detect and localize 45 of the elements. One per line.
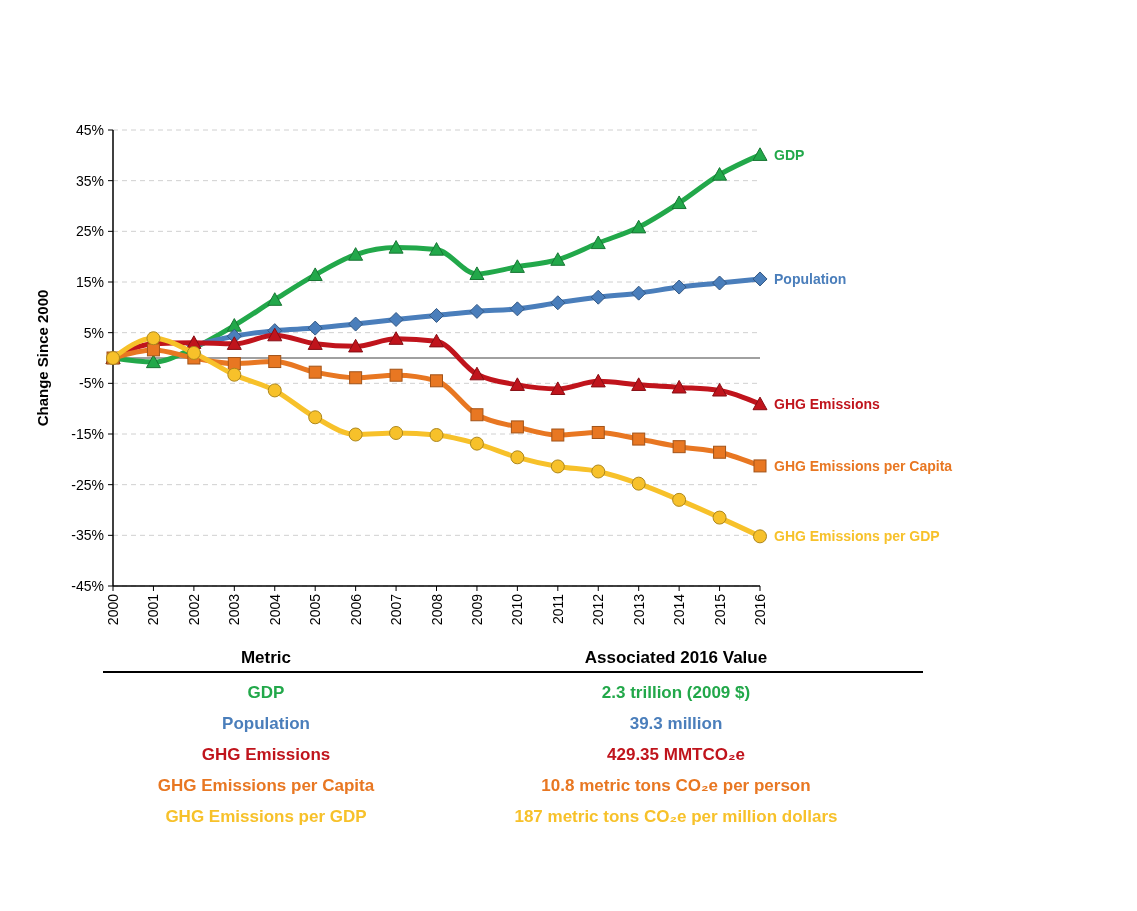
series-label: Population	[774, 270, 847, 287]
y-tick-label: 5%	[83, 324, 104, 341]
x-tick-label: 2002	[185, 593, 202, 626]
x-tick-label: 2007	[388, 593, 405, 626]
x-tick-label: 2014	[671, 593, 688, 626]
text: Associated 2016 Value	[584, 648, 768, 667]
text: 10.8 metric tons CO₂e per person	[541, 776, 811, 795]
y-tick-label: 15%	[75, 274, 104, 290]
x-tick-label: 2003	[226, 593, 243, 626]
y-tick-label: -5%	[79, 375, 104, 392]
x-tick-label: 2008	[428, 593, 445, 626]
y-tick-label: -25%	[71, 476, 104, 493]
text: GHG Emissions per GDP	[165, 807, 367, 826]
y-axis-title: Change Since 2000	[34, 289, 51, 427]
x-tick-label: 2013	[630, 593, 647, 626]
text: 429.35 MMTCO₂e	[607, 745, 745, 764]
x-tick-label: 2000	[105, 593, 121, 626]
x-tick-label: 2005	[307, 593, 324, 626]
y-tick-label: 45%	[75, 122, 104, 138]
text: 2.3 trillion (2009 $)	[601, 683, 751, 702]
x-tick-label: 2006	[347, 593, 364, 626]
text: GHG Emissions	[201, 745, 331, 764]
series-label: GHG Emissions	[774, 396, 881, 413]
x-tick-label: 2004	[266, 593, 283, 626]
text: 39.3 million	[629, 714, 723, 733]
y-tick-label: -35%	[71, 527, 104, 544]
y-tick-label: -15%	[71, 426, 104, 442]
x-tick-label: 2012	[590, 593, 607, 626]
text: GHG Emissions per Capita	[157, 776, 375, 795]
x-tick-label: 2015	[711, 593, 728, 626]
y-tick-label: -45%	[71, 578, 104, 594]
text: Metric	[240, 648, 292, 667]
x-tick-label: 2001	[145, 593, 162, 626]
series-label: GDP	[774, 146, 805, 163]
y-tick-label: 25%	[75, 223, 104, 240]
x-tick-label: 2009	[468, 593, 485, 626]
x-tick-label: 2016	[752, 593, 768, 626]
series-label: GHG Emissions per GDP	[774, 528, 940, 545]
x-tick-label: 2011	[549, 593, 566, 625]
y-tick-label: 35%	[75, 172, 104, 189]
x-tick-label: 2010	[509, 593, 526, 626]
text: GDP	[247, 683, 285, 702]
text: Population	[222, 714, 310, 733]
text: 187 metric tons CO₂e per million dollars	[514, 807, 838, 826]
series-label: GHG Emissions per Capita	[774, 457, 953, 474]
